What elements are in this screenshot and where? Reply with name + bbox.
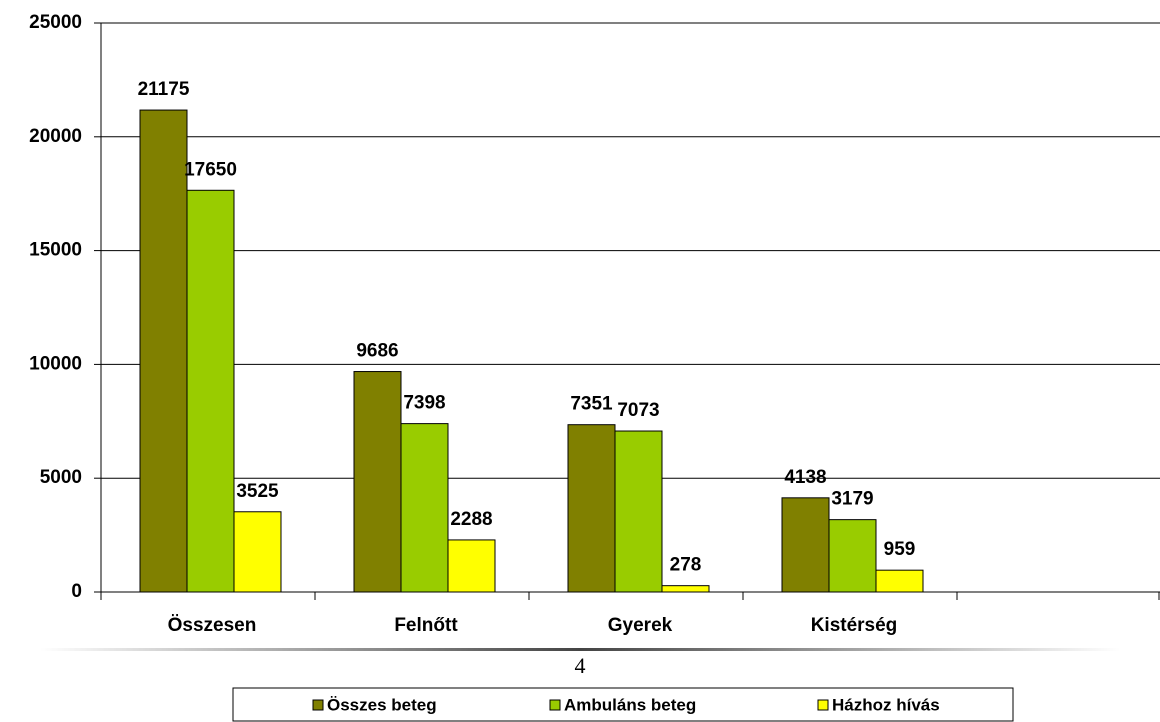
x-tick-label: Kistérség [811, 615, 898, 636]
y-tick-label: 15000 [29, 240, 82, 261]
data-label: 9686 [356, 341, 398, 362]
separator [40, 648, 1120, 651]
data-label: 21175 [138, 79, 190, 100]
legend-swatch [312, 699, 324, 711]
bar [139, 109, 188, 593]
bar [828, 519, 877, 593]
page-number: 4 [575, 653, 586, 678]
data-label: 278 [670, 555, 702, 576]
data-label: 3179 [831, 489, 873, 510]
bar [661, 585, 710, 593]
x-tick-label: Felnőtt [394, 615, 458, 636]
data-label: 7351 [570, 394, 613, 415]
data-label: 17650 [184, 159, 237, 180]
data-label: 7073 [617, 400, 659, 421]
bar [233, 511, 282, 593]
y-tick-label: 10000 [29, 353, 82, 374]
data-label: 959 [884, 539, 916, 560]
data-label: 2288 [450, 509, 492, 530]
bar [447, 539, 496, 593]
legend-label: Ambuláns beteg [564, 695, 696, 714]
bar [186, 189, 235, 593]
legend-swatch [549, 699, 561, 711]
x-tick-label: Gyerek [608, 615, 673, 636]
data-label: 3525 [236, 481, 279, 502]
bar [567, 424, 616, 593]
bar [875, 569, 924, 593]
bar [400, 423, 449, 593]
y-tick-label: 25000 [29, 12, 82, 33]
legend-label: Házhoz hívás [832, 695, 940, 714]
y-tick-label: 5000 [40, 467, 82, 488]
data-label: 4138 [784, 467, 826, 488]
bar [614, 430, 663, 593]
legend-label: Összes beteg [327, 695, 437, 714]
legend-box [232, 687, 1014, 722]
y-tick-label: 20000 [29, 126, 82, 147]
y-tick-label: 0 [71, 581, 82, 602]
x-tick-label: Összesen [168, 615, 257, 636]
legend-swatch [817, 699, 829, 711]
data-label: 7398 [403, 393, 445, 414]
bar [353, 371, 402, 593]
bar [781, 497, 830, 593]
